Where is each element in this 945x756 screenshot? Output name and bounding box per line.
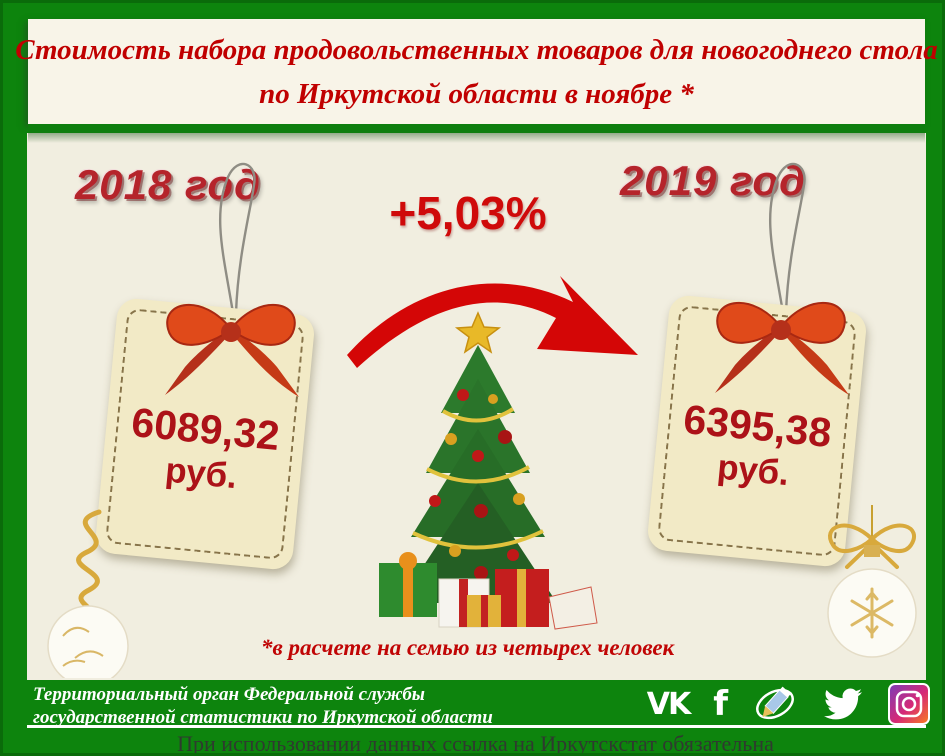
tag-string-left-icon	[218, 162, 256, 314]
twitter-icon[interactable]	[822, 685, 864, 723]
christmas-tree-icon	[379, 311, 598, 630]
ornament-ball-right-icon	[827, 505, 917, 658]
org-line1: Территориальный орган Федеральной службы	[33, 684, 425, 705]
header: Стоимость набора продовольственных товар…	[15, 19, 938, 124]
footnote: *в расчете на семью из четырех человек	[261, 635, 675, 660]
facebook-icon[interactable]: f	[713, 684, 728, 724]
year-label-2019: 2019 год	[619, 157, 807, 204]
vk-icon[interactable]: VK	[646, 686, 691, 722]
social-links: VK f	[647, 682, 930, 726]
header-divider	[28, 124, 925, 143]
main-area: 2018 год 2019 год +5,03% 6089,32 руб.	[27, 133, 926, 680]
price-2019: 6395,38 руб.	[653, 394, 859, 503]
pencil-orbit-icon[interactable]	[752, 682, 798, 726]
org-line2: государственной статистики по Иркутской …	[33, 707, 493, 728]
year-label-2018: 2018 год	[74, 161, 262, 208]
attribution-bar: При использовании данных ссылка на Иркут…	[177, 731, 774, 756]
footer-separator	[27, 725, 926, 728]
instagram-icon[interactable]	[888, 683, 930, 725]
page-title-line1: Стоимость набора продовольственных товар…	[15, 33, 938, 66]
tag-string-right-icon	[768, 162, 806, 314]
page-title-line2: по Иркутской области в ноябре *	[259, 77, 694, 110]
ribbon-bow-right-icon	[715, 301, 849, 395]
price-2018: 6089,32 руб.	[101, 397, 307, 506]
org-name: Территориальный орган Федеральной службы…	[33, 683, 493, 729]
percent-change-label: +5,03%	[389, 187, 547, 239]
footer: Территориальный орган Федеральной службы…	[3, 680, 942, 728]
ribbon-bow-left-icon	[165, 303, 299, 397]
increase-arrow-icon	[347, 276, 638, 368]
ornament-ball-left-icon	[47, 509, 129, 678]
